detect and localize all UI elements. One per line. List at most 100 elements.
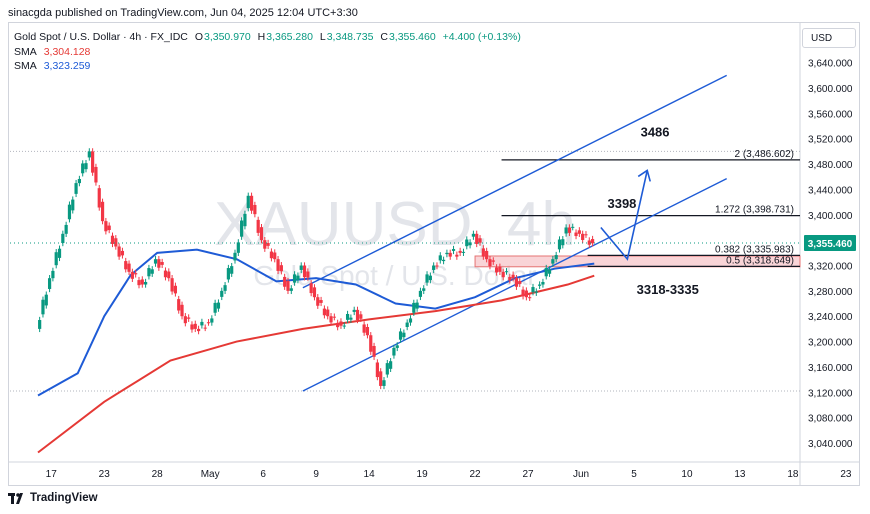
time-tick-label: 9 [313, 469, 319, 480]
candle-body [571, 226, 575, 228]
time-tick-label: 23 [840, 469, 852, 480]
candle-body [481, 248, 485, 257]
candle-body [590, 239, 595, 244]
candle-body [422, 288, 426, 291]
candle-body [293, 274, 297, 283]
candle-body [144, 281, 148, 285]
candle-body [425, 274, 429, 283]
candle-body [554, 255, 558, 260]
price-tick-label: 3,240.000 [808, 312, 853, 323]
candle-body [117, 246, 121, 257]
price-tick-label: 3,600.000 [808, 84, 853, 95]
candle-body [173, 285, 178, 294]
candle-body [551, 259, 555, 264]
watermark-ticker: XAUUSD, 4h [214, 190, 576, 259]
candle-body [61, 233, 65, 244]
candle-body [557, 239, 562, 250]
candle-body [216, 302, 221, 309]
candle-body [213, 302, 217, 313]
candle-body [240, 220, 244, 237]
candle-body [210, 318, 214, 323]
candle-body [140, 279, 144, 285]
candle-body [279, 265, 283, 272]
price-tick-label: 3,200.000 [808, 338, 853, 349]
candle-body [309, 283, 313, 294]
candle-body [38, 320, 42, 329]
candle-body [415, 302, 419, 309]
candle-body [564, 227, 568, 234]
candle-body [67, 204, 72, 220]
open-key: O [194, 31, 203, 43]
candle-body [137, 280, 141, 286]
sma-value-1: 3,304.128 [43, 45, 91, 58]
candle-body [147, 268, 151, 277]
candle-body [81, 163, 85, 174]
candle-body [577, 230, 581, 234]
candle-body [84, 163, 88, 170]
legend: Gold Spot / U.S. Dollar · 4h · FX_IDC O3… [14, 30, 525, 74]
sma-label-2: SMA [14, 60, 37, 72]
candle-body [561, 239, 565, 246]
footer-brand[interactable]: TradingView [8, 492, 98, 504]
sma-red-line [37, 274, 595, 454]
candle-body [584, 234, 588, 236]
price-tick-label: 3,120.000 [808, 388, 853, 399]
candle-body [402, 332, 406, 338]
candle-body [567, 227, 572, 233]
candle-body [223, 285, 227, 291]
candle-body [200, 321, 204, 326]
candle-body [110, 235, 115, 244]
time-tick-label: 5 [631, 469, 637, 480]
candle-body [461, 251, 466, 253]
candle-body [408, 318, 413, 323]
candle-body [276, 259, 280, 271]
candle-body [498, 266, 502, 272]
currency-button[interactable]: USD [802, 28, 856, 48]
candle-body [54, 252, 58, 266]
candle-body [226, 268, 230, 280]
symbol-name[interactable]: Gold Spot / U.S. Dollar · 4h · FX_IDC [14, 31, 188, 43]
candle-body [114, 238, 118, 247]
tradingview-logo-icon [8, 492, 23, 504]
sma-row-2[interactable]: SMA 3,323.259 [14, 59, 525, 74]
candle-body [289, 288, 293, 291]
candle-body [94, 166, 98, 183]
candle-body [190, 324, 194, 330]
candle-body [167, 271, 171, 279]
candle-body [187, 317, 191, 319]
candle-body [345, 313, 350, 320]
time-tick-label: 6 [260, 469, 266, 480]
candle-body [236, 242, 240, 253]
time-tick-label: 18 [787, 469, 799, 480]
sma-row-1[interactable]: SMA 3,304.128 [14, 45, 525, 60]
price-tick-label: 3,480.000 [808, 160, 853, 171]
candle-body [382, 380, 386, 386]
candle-body [547, 269, 552, 274]
candle-body [104, 221, 108, 232]
close-value: 3,355.460 [388, 31, 436, 43]
candle-body [134, 273, 138, 275]
symbol-row[interactable]: Gold Spot / U.S. Dollar · 4h · FX_IDC O3… [14, 30, 525, 45]
price-tick-label: 3,320.000 [808, 262, 853, 273]
candle-body [120, 250, 125, 256]
candle-body [458, 250, 462, 253]
candle-body [316, 297, 320, 306]
candle-body [273, 252, 277, 260]
time-tick-label: 19 [417, 469, 429, 480]
candle-body [355, 309, 360, 321]
time-tick-label: 28 [152, 469, 164, 480]
candle-body [389, 361, 393, 369]
candle-body [91, 151, 95, 173]
candle-body [349, 317, 353, 320]
candle-body [326, 309, 330, 317]
open-value: 3,350.970 [204, 31, 251, 43]
price-tick-label: 3,440.000 [808, 185, 853, 196]
price-tick-label: 3,520.000 [808, 135, 853, 146]
candle-body [435, 265, 439, 267]
candle-body [468, 242, 472, 246]
candle-body [44, 294, 48, 306]
candle-body [100, 201, 105, 222]
candle-body [170, 278, 174, 292]
candle-body [160, 262, 164, 265]
